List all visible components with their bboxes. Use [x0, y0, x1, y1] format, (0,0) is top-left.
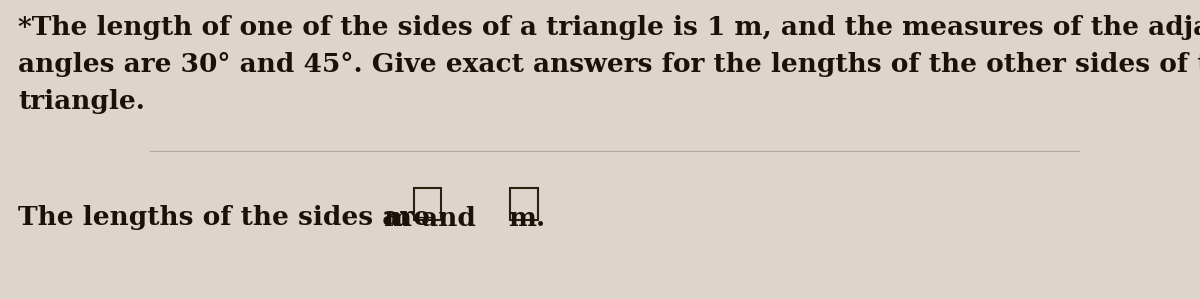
Text: triangle.: triangle.	[18, 89, 145, 114]
Text: *The length of one of the sides of a triangle is 1 m, and the measures of the ad: *The length of one of the sides of a tri…	[18, 15, 1200, 40]
Text: m.: m.	[508, 205, 545, 231]
Text: angles are 30° and 45°. Give exact answers for the lengths of the other sides of: angles are 30° and 45°. Give exact answe…	[18, 52, 1200, 77]
Text: m and: m and	[384, 205, 476, 231]
Text: The lengths of the sides are: The lengths of the sides are	[18, 205, 430, 231]
FancyBboxPatch shape	[414, 187, 442, 220]
FancyBboxPatch shape	[510, 187, 538, 220]
